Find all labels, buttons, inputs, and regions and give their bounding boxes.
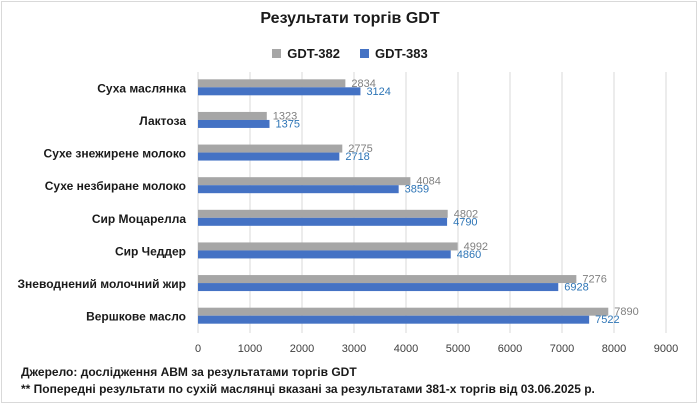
data-label: 7276: [582, 274, 606, 286]
data-label: 1323: [273, 110, 297, 122]
bar-gdt-383: [198, 250, 451, 259]
bar-gdt-382: [198, 209, 448, 218]
bar-gdt-383: [198, 119, 270, 128]
bar-gdt-383: [198, 185, 399, 194]
bar-gdt-383: [198, 152, 340, 161]
x-tick-label: 5000: [446, 343, 470, 355]
category-label: Сухе незбиране молоко: [45, 179, 186, 193]
bar-gdt-382: [198, 307, 609, 316]
data-label: 3859: [405, 184, 429, 196]
data-label: 4802: [454, 208, 478, 220]
x-tick-label: 4000: [394, 343, 418, 355]
data-label: 3124: [366, 86, 390, 98]
legend-label-gdt-382: GDT-382: [287, 46, 340, 61]
data-label: 6928: [564, 282, 588, 294]
x-tick-label: 6000: [498, 343, 522, 355]
x-tick-label: 1000: [238, 343, 262, 355]
category-label: Вершкове масло: [86, 310, 186, 324]
bar-gdt-382: [198, 242, 458, 251]
category-label: Сухе знежирене молоко: [44, 147, 186, 161]
category-label: Сир Моцарелла: [92, 212, 186, 226]
data-label: 1375: [276, 118, 300, 130]
data-label: 2775: [348, 143, 372, 155]
footnotes: Джерело: дослідження АВМ за результатами…: [21, 364, 595, 398]
bar-gdt-382: [198, 79, 346, 88]
x-tick-label: 7000: [550, 343, 574, 355]
x-tick-label: 3000: [342, 343, 366, 355]
legend-label-gdt-383: GDT-383: [375, 46, 428, 61]
category-label: Зневоднений молочний жир: [18, 277, 186, 291]
chart-title: Результати торгів GDT: [260, 10, 440, 27]
bar-gdt-383: [198, 315, 590, 324]
data-label: 4860: [457, 249, 481, 261]
bar-gdt-382: [198, 275, 577, 284]
data-label: 4084: [416, 176, 440, 188]
source-note: Джерело: дослідження АВМ за результатами…: [21, 365, 357, 379]
data-label: 4790: [453, 216, 477, 228]
category-label: Лактоза: [139, 114, 186, 128]
bar-gdt-383: [198, 217, 448, 226]
data-label: 7890: [614, 306, 638, 318]
bar-gdt-383: [198, 283, 559, 292]
chart-legend: GDT-382 GDT-383: [0, 46, 700, 61]
legend-item-gdt-383: GDT-383: [360, 46, 428, 61]
x-tick-label: 0: [195, 343, 201, 355]
data-label: 7522: [595, 314, 619, 326]
data-label: 4992: [464, 241, 488, 253]
legend-swatch-gdt-383: [360, 49, 369, 58]
x-tick-label: 8000: [602, 343, 626, 355]
legend-item-gdt-382: GDT-382: [272, 46, 340, 61]
category-label: Сир Чеддер: [115, 244, 186, 258]
category-label: Суха маслянка: [97, 81, 186, 95]
bar-gdt-382: [198, 177, 411, 186]
bar-gdt-382: [198, 111, 267, 120]
bar-gdt-383: [198, 87, 361, 96]
x-tick-label: 2000: [290, 343, 314, 355]
x-tick-label: 9000: [654, 343, 678, 355]
data-label: 2834: [351, 78, 375, 90]
preliminary-note: ** Попередні результати по сухій маслянц…: [21, 382, 595, 396]
data-label: 2718: [345, 151, 369, 163]
legend-swatch-gdt-382: [272, 49, 282, 58]
bar-gdt-382: [198, 144, 343, 153]
